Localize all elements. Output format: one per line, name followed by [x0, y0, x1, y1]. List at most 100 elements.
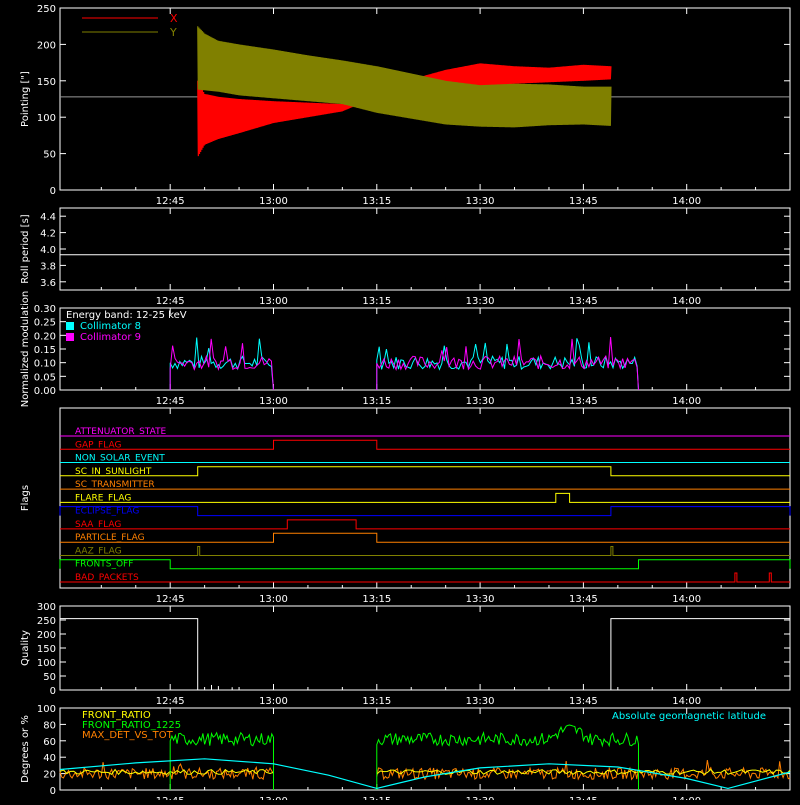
flag-gap_flag-line	[60, 439, 790, 450]
degrees-xtick-label: 13:00	[259, 796, 288, 800]
flag-non_solar_event-label: NON_SOLAR_EVENT	[75, 454, 165, 464]
degrees-ytick-label: 0	[50, 786, 56, 797]
modulation-ytick-label: 0.15	[34, 345, 56, 356]
flags-xtick-label: 13:45	[569, 594, 598, 605]
legend-front_ratio: FRONT_RATIO	[82, 710, 151, 721]
modulation-xtick-label: 13:30	[466, 396, 495, 407]
pointing-xtick-label: 13:45	[569, 196, 598, 207]
quality-ytick-label: 50	[43, 672, 56, 683]
flag-particle_flag-line	[60, 532, 790, 543]
flag-flare_flag-label: FLARE_FLAG	[75, 493, 131, 503]
flag-saa_flag-label: SAA_FLAG	[75, 520, 121, 530]
flag-gap_flag-label: GAP_FLAG	[75, 440, 121, 450]
flags-frame	[59, 407, 791, 589]
modulation-xtick-label: 14:00	[672, 396, 701, 407]
quality-ytick-label: 250	[37, 616, 56, 627]
degrees-ytick-label: 80	[43, 720, 56, 731]
degrees-xtick-label: 13:45	[569, 796, 598, 800]
pointing-frame	[59, 7, 791, 191]
roll-period-ylabel: Roll period [s]	[20, 214, 31, 283]
flag-flare_flag-line	[60, 492, 790, 503]
flag-attenuator_state-label: ATTENUATOR_STATE	[75, 427, 167, 437]
legend-front_ratio_1225: FRONT_RATIO_1225	[82, 720, 181, 731]
flags-xtick-label: 13:15	[362, 594, 391, 605]
flag-particle_flag-label: PARTICLE_FLAG	[75, 533, 145, 543]
legend-Y-label: Y	[169, 26, 177, 39]
pointing-ytick-label: 0	[50, 186, 56, 197]
degrees-ytick-label: 20	[43, 770, 56, 781]
roll-period-ytick-label: 3.8	[40, 261, 56, 272]
series-collimator-9-line	[169, 338, 274, 391]
quality-xtick-label: 13:00	[259, 696, 288, 707]
flag-saa_flag-line	[60, 519, 790, 530]
quality-ytick-label: 300	[37, 602, 56, 613]
series-collimator-8-line	[169, 337, 274, 391]
modulation-ytick-label: 0.10	[34, 359, 56, 370]
pointing-xtick-label: 13:00	[259, 196, 288, 207]
pointing-xtick-label: 13:15	[362, 196, 391, 207]
series-collimator-9-line	[376, 336, 639, 391]
roll-period-xtick-label: 13:00	[259, 296, 288, 307]
flag-fronts_off-line	[59, 559, 791, 570]
legend-collimator-8-swatch	[66, 322, 74, 330]
flag-eclipse_flag-label: ECLIPSE_FLAG	[75, 507, 139, 517]
roll-period-xtick-label: 12:45	[156, 296, 185, 307]
flags-xtick-label: 12:45	[156, 594, 185, 605]
degrees-ytick-label: 100	[37, 704, 56, 715]
flags-xtick-label: 13:00	[259, 594, 288, 605]
pointing-xtick-label: 12:45	[156, 196, 185, 207]
flags-xtick-label: 14:00	[672, 594, 701, 605]
legend-X-label: X	[170, 12, 178, 25]
series-Y-line	[197, 26, 612, 128]
modulation-xtick-label: 12:45	[156, 396, 185, 407]
pointing-ytick-label: 150	[37, 77, 56, 88]
pointing-xtick-label: 13:30	[466, 196, 495, 207]
roll-period-xtick-label: 13:30	[466, 296, 495, 307]
degrees-frame	[59, 707, 791, 791]
quality-xtick-label: 12:45	[156, 696, 185, 707]
modulation-ytick-label: 0.25	[34, 318, 56, 329]
series-front-ratio-1225-line	[169, 731, 274, 791]
degrees-ylabel: Degrees or %	[20, 715, 31, 783]
legend-collimator-8: Collimator 8	[80, 321, 141, 332]
degrees-xtick-label: 12:45	[156, 796, 185, 800]
modulation-xtick-label: 13:00	[259, 396, 288, 407]
modulation-xtick-label: 13:45	[569, 396, 598, 407]
roll-period-ytick-label: 4.0	[40, 245, 56, 256]
pointing-ytick-label: 50	[43, 150, 56, 161]
flag-aaz_flag-line	[60, 546, 790, 556]
series-geomagnetic-latitude-line	[59, 758, 791, 790]
roll-period-ytick-label: 4.4	[40, 212, 56, 223]
modulation-ytick-label: 0.00	[34, 386, 56, 397]
pointing-ytick-label: 100	[37, 113, 56, 124]
quality-xtick-label: 13:15	[362, 696, 391, 707]
quality-xtick-label: 14:00	[672, 696, 701, 707]
modulation-ytick-label: 0.30	[34, 304, 56, 315]
degrees-ytick-label: 40	[43, 753, 56, 764]
flag-eclipse_flag-line	[59, 506, 791, 517]
flags-ylabel: Flags	[20, 485, 31, 511]
degrees-xtick-label: 13:15	[362, 796, 391, 800]
series-front-ratio-line	[59, 768, 791, 776]
quality-ytick-label: 0	[50, 686, 56, 697]
quality-ytick-label: 100	[37, 658, 56, 669]
flag-aaz_flag-label: AAZ_FLAG	[75, 546, 122, 556]
degrees-xtick-label: 13:30	[466, 796, 495, 800]
modulation-ylabel: Normalized modulation	[20, 291, 31, 408]
roll-period-xtick-label: 14:00	[672, 296, 701, 307]
pointing-ylabel: Pointing ["]	[20, 71, 31, 127]
roll-period-xtick-label: 13:45	[569, 296, 598, 307]
flag-bad_packets-line	[60, 572, 790, 583]
roll-period-ytick-label: 3.6	[40, 278, 56, 289]
flag-sc_transmitter-label: SC_TRANSMITTER	[75, 480, 155, 490]
quality-xtick-label: 13:30	[466, 696, 495, 707]
quality-ylabel: Quality	[20, 630, 31, 666]
modulation-xtick-label: 13:15	[362, 396, 391, 407]
flags-xtick-label: 13:30	[466, 594, 495, 605]
quality-ytick-label: 200	[37, 630, 56, 641]
modulation-annotation: Energy band: 12-25 keV	[66, 310, 187, 321]
legend-collimator-9-swatch	[66, 333, 74, 341]
flag-fronts_off-label: FRONTS_OFF	[75, 560, 133, 570]
flag-sc_in_sunlight-line	[60, 466, 790, 477]
